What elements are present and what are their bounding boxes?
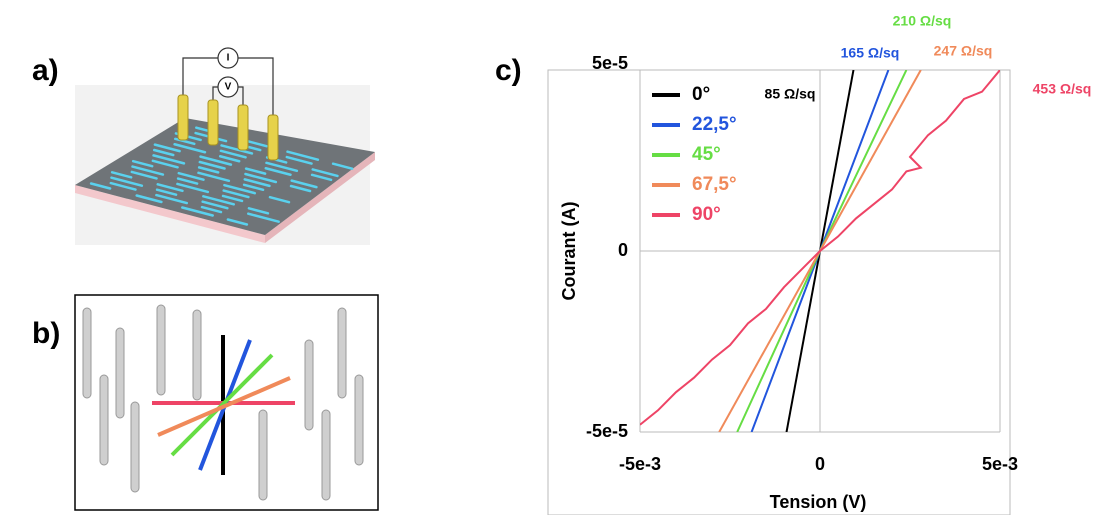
- nanowire: [156, 183, 184, 193]
- nanowire: [130, 170, 158, 180]
- annotation: 85 Ω/sq: [765, 86, 816, 102]
- nanowire: [265, 161, 299, 173]
- nanowire: [173, 142, 207, 154]
- nanowire: [135, 194, 163, 204]
- annotation: 210 Ω/sq: [893, 13, 952, 29]
- nanowire: [131, 159, 154, 168]
- nanowire: [176, 182, 210, 194]
- plate-side: [75, 185, 265, 243]
- y-tick-label: 5e-5: [592, 53, 628, 73]
- legend-label: 67,5°: [692, 174, 737, 195]
- nanowire: [198, 160, 226, 170]
- nanowire: [223, 183, 257, 195]
- nanowire: [247, 212, 280, 223]
- nanowire: [243, 178, 271, 188]
- y-axis-label: Courant (A): [559, 202, 579, 301]
- legend-label: 0°: [692, 84, 710, 105]
- nanowire: [151, 159, 179, 169]
- y-tick-label: 0: [618, 240, 628, 260]
- nanowire: [177, 171, 205, 181]
- panel-a-illustration: I V: [75, 47, 375, 245]
- nanowire: [220, 144, 254, 155]
- nanowire: [110, 176, 144, 187]
- nanowire: [201, 200, 229, 210]
- nanowire: [222, 189, 250, 199]
- nanowire: [264, 166, 292, 176]
- nanowire: [197, 171, 231, 183]
- nanowire: [219, 149, 247, 159]
- nanowire: [152, 154, 186, 165]
- nanowire: [153, 143, 181, 153]
- x-tick-label: -5e-3: [619, 454, 661, 474]
- nanowire: [89, 182, 112, 190]
- nanowire: [310, 173, 333, 182]
- panel-label: c): [495, 54, 522, 87]
- nanowire: [109, 181, 137, 191]
- nanowire: [286, 150, 320, 161]
- panel-label: a): [32, 54, 59, 87]
- panel-b-illustration: [74, 294, 379, 511]
- nanowire: [290, 179, 318, 189]
- x-tick-label: 5e-3: [982, 454, 1018, 474]
- x-axis-label: Tension (V): [770, 492, 867, 512]
- nanowire: [221, 194, 244, 203]
- nanowire: [242, 183, 265, 192]
- nanowire: [268, 195, 291, 204]
- circuit-label: V: [225, 82, 232, 93]
- nanowire: [200, 205, 223, 214]
- legend-label: 90°: [692, 204, 721, 225]
- nanowire: [155, 193, 189, 205]
- nanowire: [199, 155, 233, 166]
- nanowire: [244, 167, 267, 175]
- legend-label: 22,5°: [692, 114, 737, 135]
- nanowire: [174, 137, 196, 146]
- nanowire: [202, 195, 235, 206]
- circuit-label: I: [227, 53, 230, 64]
- nanowire: [289, 184, 312, 193]
- y-tick-label: -5e-5: [586, 421, 628, 441]
- orientation-lines: [152, 335, 295, 475]
- nanowire: [285, 155, 313, 165]
- circuit: [182, 47, 274, 115]
- probes: [177, 94, 279, 161]
- nanowire: [226, 218, 249, 226]
- nanowire: [311, 168, 339, 178]
- plate-side: [265, 152, 375, 243]
- annotation: 247 Ω/sq: [934, 43, 993, 59]
- legend-label: 45°: [692, 144, 721, 165]
- nanowire: [197, 166, 220, 174]
- plate-top: [75, 118, 375, 235]
- nanowire: [152, 148, 175, 157]
- nanowire: [110, 171, 133, 179]
- nanowire: [181, 206, 214, 217]
- panel-label: b): [32, 317, 60, 350]
- nanowire: [218, 154, 241, 163]
- annotation: 453 Ω/sq: [1033, 81, 1092, 97]
- annotation: 165 Ω/sq: [841, 45, 900, 61]
- x-tick-label: 0: [815, 454, 825, 474]
- nanowire: [131, 165, 165, 176]
- nanowire: [247, 207, 270, 215]
- nanowire: [176, 177, 199, 185]
- data-line: [640, 70, 1000, 426]
- nanowire: [244, 172, 278, 184]
- nanowire: [331, 162, 354, 170]
- nanowire: [155, 188, 178, 196]
- nanorods: [82, 304, 364, 501]
